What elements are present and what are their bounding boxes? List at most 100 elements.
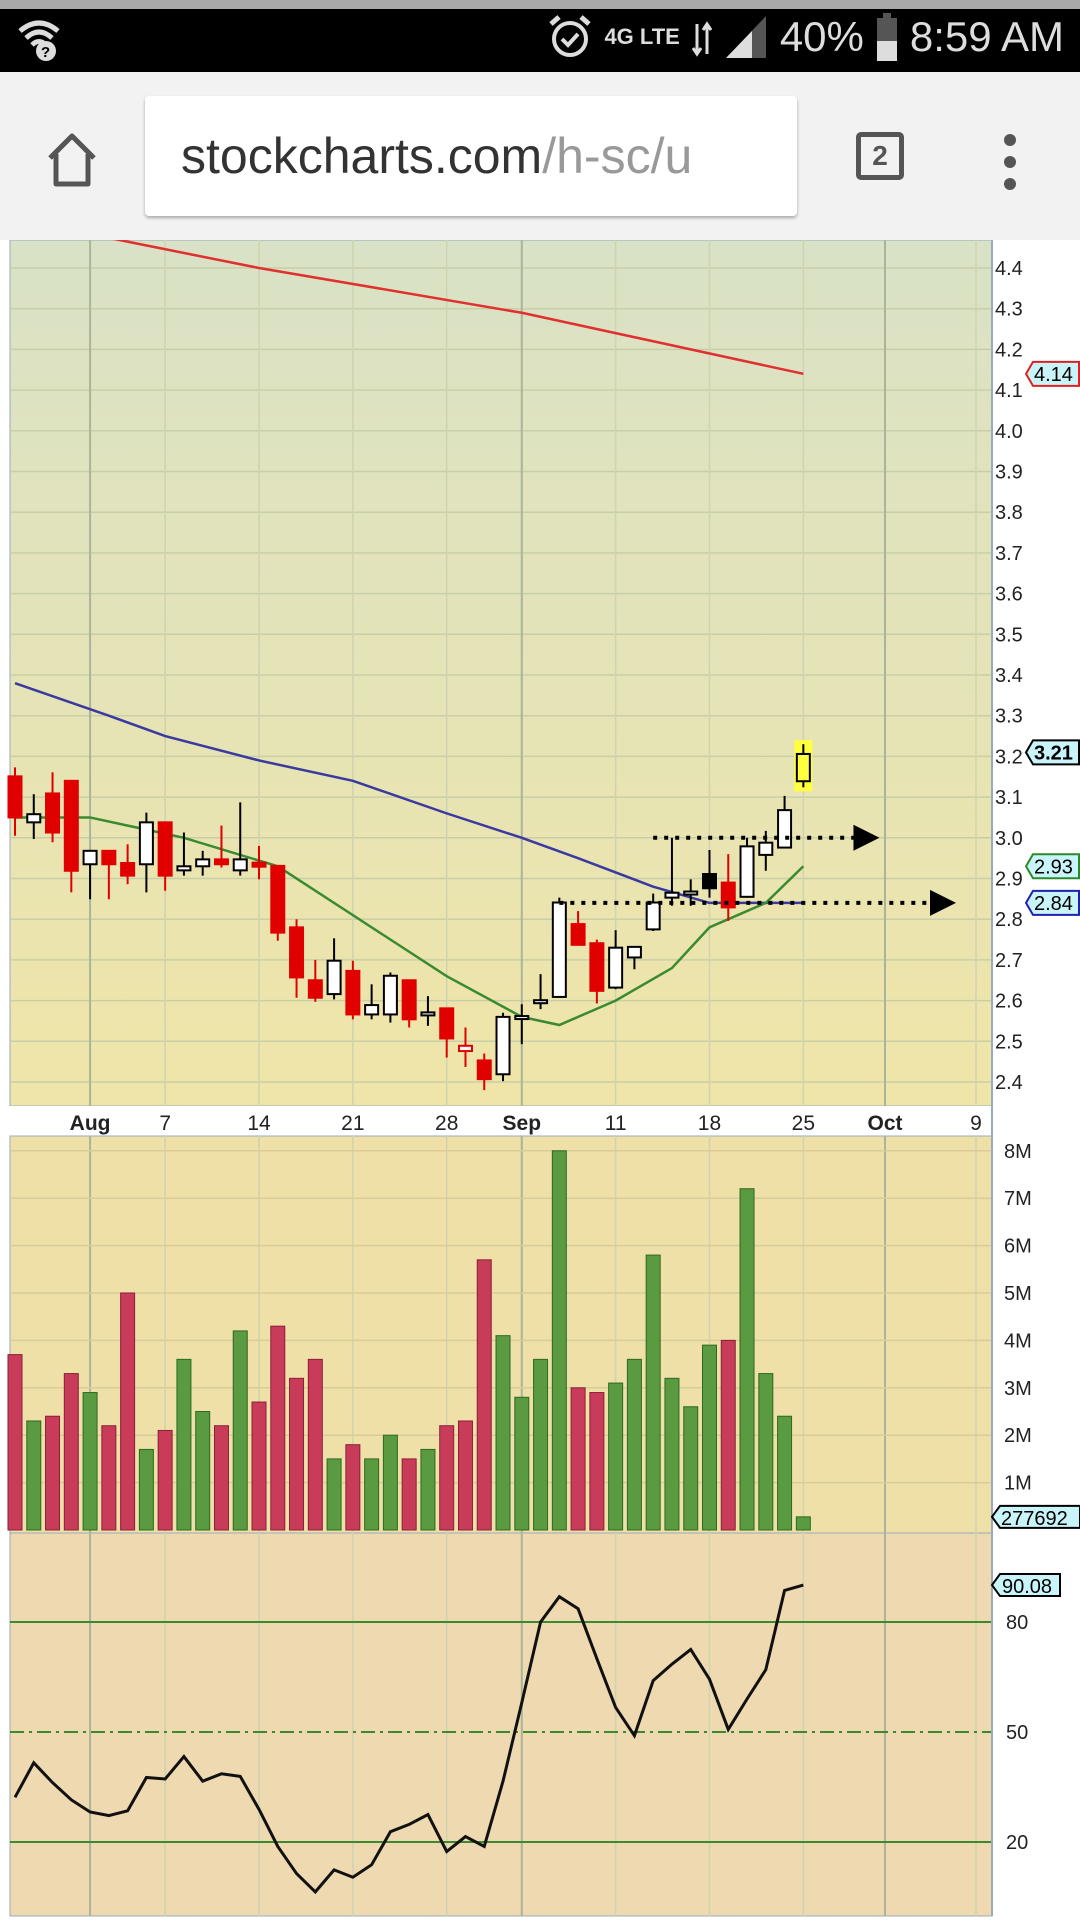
date-tick-label: 14 <box>247 1112 271 1135</box>
candle <box>82 849 98 900</box>
candle-body <box>758 841 774 856</box>
rsi-last-label: 90.08 <box>1002 1576 1052 1598</box>
stock-chart: 4.4 4.3 4.2 4.1 4.0 3.9 3.8 3.7 3.6 3.5 3.4 3.3 3.2 3… <box>0 240 1080 1920</box>
date-tick-label: 18 <box>698 1112 721 1135</box>
volume-bar <box>157 1429 173 1531</box>
candle-body <box>364 1004 380 1016</box>
candle-body <box>251 861 267 868</box>
rsi-label-box <box>990 1573 1061 1598</box>
candle-body <box>345 969 361 1016</box>
home-icon[interactable] <box>44 132 100 188</box>
candle-body <box>45 792 61 834</box>
candle-body <box>157 821 173 877</box>
price-tick-label: 4.0 <box>995 421 1023 443</box>
candle <box>138 812 154 893</box>
price-label: 2.84 <box>1034 893 1073 915</box>
candle-body <box>401 979 417 1021</box>
candle-body <box>270 864 286 934</box>
candle-body <box>82 849 98 866</box>
candle-body <box>420 1011 436 1017</box>
candle <box>683 879 699 906</box>
volume-bar <box>420 1448 436 1531</box>
candle <box>401 979 417 1028</box>
volume-tick-label: 7M <box>1004 1188 1032 1210</box>
menu-dots-icon[interactable] <box>998 132 1022 192</box>
battery-percent: 40% <box>779 13 864 60</box>
volume-bar <box>533 1358 549 1531</box>
volume-bar <box>176 1358 192 1531</box>
candle-body <box>664 891 680 899</box>
candle <box>457 1027 473 1067</box>
date-tick-label: Sep <box>503 1112 542 1135</box>
price-tick-label: 3.2 <box>995 746 1023 768</box>
candle <box>382 972 398 1023</box>
arrow-head-icon <box>930 889 956 916</box>
price-tick-label: 2.8 <box>995 909 1023 931</box>
status-bar: ? 4G LTE 40% 8:59 AM <box>0 9 1080 72</box>
price-tick-label: 3.4 <box>995 665 1023 687</box>
candle-body <box>326 959 342 996</box>
volume-bar <box>307 1358 323 1531</box>
tabs-icon[interactable]: 2 <box>856 132 904 180</box>
candle <box>364 984 380 1020</box>
candle-body <box>514 1015 530 1021</box>
candle <box>307 959 323 1002</box>
price-tick-label: 3.6 <box>995 584 1023 606</box>
volume-bar <box>551 1150 567 1531</box>
volume-tick-label: 1M <box>1004 1473 1032 1495</box>
volume-tick-label: 2M <box>1004 1425 1032 1447</box>
price-tick-label: 2.9 <box>995 869 1023 891</box>
network-4g-icon: 4G LTE <box>604 24 680 49</box>
volume-bar <box>514 1396 530 1531</box>
price-panel <box>9 240 993 1107</box>
volume-bar <box>758 1373 774 1531</box>
candle <box>626 945 642 970</box>
volume-bar <box>251 1401 267 1531</box>
candle-body <box>739 845 755 898</box>
price-tick-label: 3.9 <box>995 462 1023 484</box>
price-tick-label: 3.0 <box>995 828 1023 850</box>
candle <box>176 832 192 876</box>
price-tick-label: 2.4 <box>995 1072 1023 1094</box>
rsi-tick-label: 20 <box>1006 1832 1028 1854</box>
candle-body <box>570 923 586 946</box>
candle <box>26 794 42 840</box>
candle-body <box>551 901 567 998</box>
date-tick-label: Aug <box>70 1112 111 1135</box>
browser-toolbar: stockcharts.com/h-sc/u 2 <box>0 72 1080 240</box>
candle <box>45 772 61 843</box>
candle <box>495 1012 511 1082</box>
signal-icon <box>725 16 766 58</box>
date-tick-label: 21 <box>341 1112 364 1135</box>
candle-body <box>101 849 117 866</box>
volume-bar <box>645 1254 661 1531</box>
candle-body <box>176 865 192 872</box>
clock: 8:59 AM <box>909 13 1064 60</box>
date-tick-label: 25 <box>792 1112 815 1135</box>
volume-bar <box>701 1344 717 1531</box>
candle-body <box>589 942 605 992</box>
candle-body <box>26 813 42 824</box>
candle <box>345 960 361 1020</box>
candle-body <box>626 945 642 959</box>
url-bar[interactable]: stockcharts.com/h-sc/u <box>145 96 797 216</box>
volume-tick-label: 6M <box>1004 1236 1032 1258</box>
volume-bar <box>608 1382 624 1531</box>
price-label-box <box>1024 889 1080 916</box>
volume-bar <box>364 1458 380 1531</box>
candle <box>608 930 624 990</box>
volume-bar <box>739 1188 755 1531</box>
volume-bar <box>195 1411 211 1531</box>
candle <box>533 974 549 1010</box>
volume-label-box <box>990 1504 1080 1529</box>
date-tick-label: 11 <box>605 1112 627 1135</box>
price-tick-label: 3.8 <box>995 502 1023 524</box>
volume-bar <box>26 1420 42 1531</box>
candle-body <box>63 779 79 872</box>
candle <box>514 1004 530 1045</box>
volume-bar <box>7 1354 23 1531</box>
candle <box>589 939 605 1004</box>
candle <box>794 740 813 792</box>
candle <box>157 821 173 891</box>
price-tick-label: 3.5 <box>995 624 1023 646</box>
